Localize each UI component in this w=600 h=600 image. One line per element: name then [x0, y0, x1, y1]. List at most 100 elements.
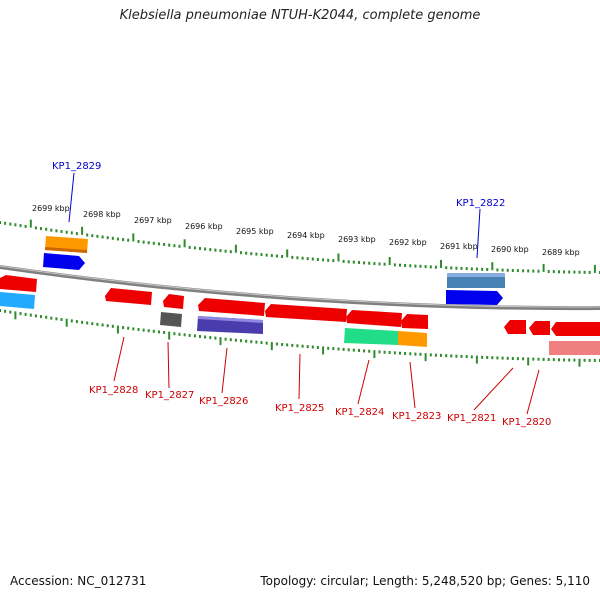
minor-tick — [0, 221, 1, 224]
minor-tick — [404, 264, 407, 267]
major-tick — [14, 311, 17, 320]
scale-label: 2689 kbp — [542, 248, 580, 257]
gene-feature-red[interactable] — [198, 298, 265, 316]
minor-tick — [229, 250, 232, 254]
major-tick — [168, 331, 171, 340]
minor-tick — [486, 268, 489, 271]
minor-tick — [491, 356, 494, 360]
gene-label[interactable]: KP1_2828 — [89, 385, 138, 396]
minor-tick — [50, 316, 53, 320]
minor-tick — [414, 264, 417, 268]
gene-feature-red[interactable] — [346, 310, 402, 327]
gene-label[interactable]: KP1_2826 — [199, 396, 248, 407]
minor-tick — [496, 268, 499, 272]
gene-label[interactable]: KP1_2822 — [456, 198, 505, 209]
gene-feature-blue[interactable] — [446, 290, 503, 305]
leader-line — [298, 353, 301, 400]
minor-tick — [152, 329, 155, 333]
scale-labels: 2699 kbp 2698 kbp 2697 kbp 2696 kbp 2695… — [32, 204, 580, 257]
gene-label[interactable]: KP1_2823 — [392, 411, 441, 422]
gene-feature-red[interactable] — [551, 322, 600, 336]
gene-feature-spring-green[interactable] — [344, 328, 398, 345]
gene-label[interactable]: KP1_2824 — [335, 407, 384, 418]
scale-label: 2692 kbp — [389, 238, 427, 247]
minor-tick — [152, 241, 155, 245]
minor-tick — [501, 268, 504, 272]
minor-tick — [563, 358, 566, 362]
gene-feature-red[interactable] — [529, 321, 550, 335]
minor-tick — [101, 235, 104, 239]
gene-label[interactable]: KP1_2829 — [52, 161, 101, 172]
minor-tick — [86, 233, 89, 237]
gene-feature-red[interactable] — [504, 320, 526, 334]
leader-line — [526, 369, 540, 415]
gene-feature-red[interactable] — [401, 314, 428, 329]
leader-line — [473, 367, 514, 411]
gene-feature-red[interactable] — [0, 275, 37, 292]
minor-tick — [306, 257, 309, 261]
gene-feature-lightcoral[interactable] — [549, 341, 600, 355]
minor-tick — [578, 270, 581, 274]
upper-tick-track — [0, 219, 600, 274]
minor-tick — [440, 353, 442, 357]
scale-label: 2699 kbp — [32, 204, 70, 213]
minor-tick — [465, 267, 468, 271]
minor-tick — [404, 352, 407, 355]
minor-tick — [522, 269, 525, 273]
minor-tick — [142, 240, 145, 244]
minor-tick — [511, 269, 514, 272]
major-tick — [65, 318, 68, 327]
minor-tick — [311, 257, 314, 261]
minor-tick — [347, 348, 350, 352]
reverse-strand-features — [0, 275, 600, 355]
gene-feature-red[interactable] — [163, 294, 184, 309]
gene-feature-darkgray[interactable] — [160, 312, 182, 327]
minor-tick — [65, 230, 68, 234]
gene-feature-blue[interactable] — [43, 253, 85, 270]
gene-label[interactable]: KP1_2827 — [145, 390, 194, 401]
gene-label[interactable]: KP1_2821 — [447, 413, 496, 424]
gene-feature-red[interactable] — [265, 304, 347, 322]
gene-feature-orange[interactable] — [398, 331, 427, 347]
minor-tick — [40, 227, 42, 231]
minor-tick — [327, 346, 330, 350]
minor-tick — [481, 355, 484, 359]
leader-line — [476, 208, 481, 259]
major-tick — [116, 325, 119, 334]
leader-line — [409, 361, 416, 409]
gene-label[interactable]: KP1_2820 — [502, 417, 551, 428]
minor-tick — [188, 245, 191, 249]
minor-tick — [137, 240, 140, 243]
minor-tick — [558, 358, 560, 362]
minor-tick — [29, 313, 32, 317]
minor-tick — [127, 238, 130, 242]
minor-tick — [347, 260, 350, 264]
minor-tick — [542, 357, 545, 361]
scale-label: 2694 kbp — [287, 231, 325, 240]
gene-label[interactable]: KP1_2825 — [275, 403, 324, 414]
scale-label: 2690 kbp — [491, 245, 529, 254]
gene-feature-cyan[interactable] — [0, 292, 35, 309]
major-tick — [81, 226, 84, 235]
minor-tick — [91, 322, 94, 326]
minor-tick — [445, 354, 448, 358]
scale-label: 2697 kbp — [134, 216, 172, 225]
minor-tick — [132, 327, 135, 331]
minor-tick — [45, 315, 48, 319]
gene-feature-red[interactable] — [105, 288, 152, 305]
minor-tick — [296, 256, 299, 260]
minor-tick — [393, 351, 396, 355]
minor-tick — [81, 320, 84, 324]
minor-tick — [552, 270, 555, 274]
minor-tick — [75, 232, 78, 236]
minor-tick — [496, 356, 499, 360]
minor-tick — [424, 265, 427, 269]
minor-tick — [19, 312, 22, 316]
minor-tick — [434, 353, 437, 357]
minor-tick — [470, 267, 473, 271]
major-tick — [578, 358, 581, 367]
minor-tick — [137, 328, 140, 331]
minor-tick — [178, 332, 181, 336]
minor-tick — [506, 268, 509, 272]
